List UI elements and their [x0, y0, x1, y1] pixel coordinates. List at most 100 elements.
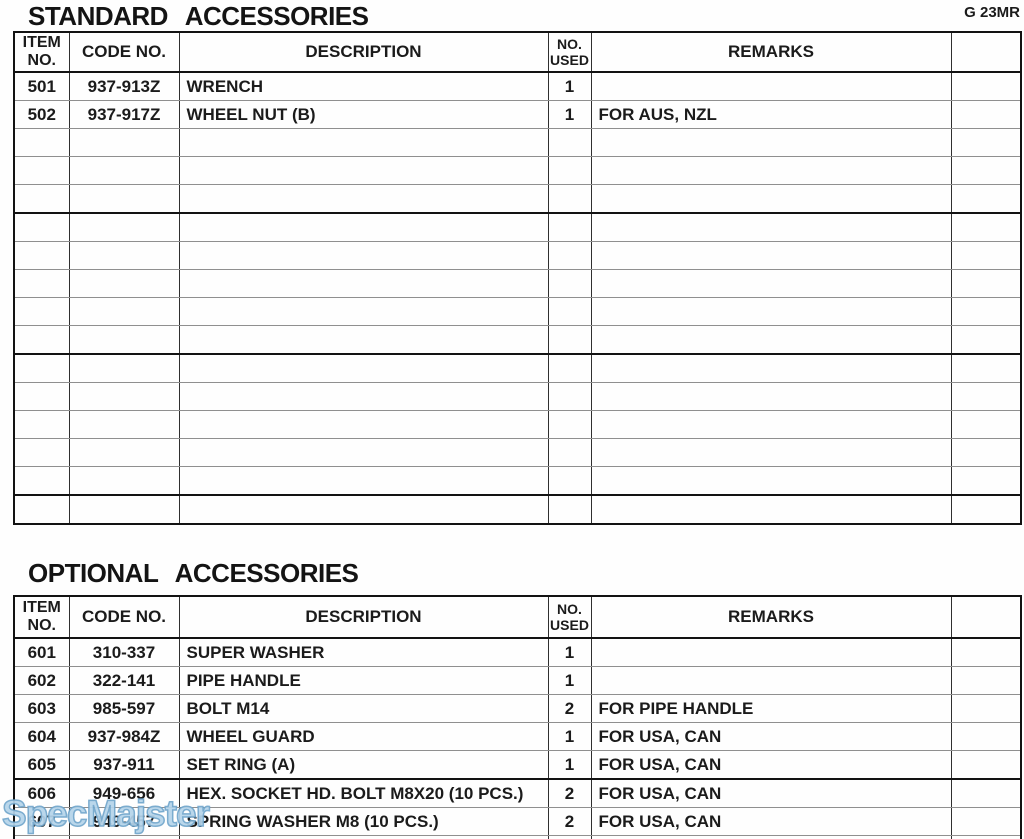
item-no-cell	[13, 184, 70, 214]
description-cell	[178, 297, 549, 326]
extra-cell	[950, 325, 1022, 355]
code-no-cell	[68, 354, 180, 383]
remarks-cell	[590, 72, 952, 101]
description-cell: SUPER WASHER	[178, 638, 549, 667]
table-row: *604 937-984Z WHEEL GUARD 1 FOR USA, CAN	[13, 722, 1022, 751]
remarks-cell	[590, 325, 952, 355]
description-text: SPRING WASHER M8 (10 PCS.)	[186, 811, 439, 831]
description-text: WRENCH	[186, 76, 264, 96]
extra-cell	[950, 410, 1022, 439]
remarks-cell	[590, 638, 952, 667]
description-cell	[178, 354, 549, 383]
extra-cell	[950, 779, 1022, 808]
extra-cell	[950, 156, 1022, 185]
code-no-text: 985-597	[92, 698, 156, 718]
code-no-cell	[68, 495, 180, 525]
item-no-cell: 501	[13, 72, 70, 101]
description-cell	[178, 495, 549, 525]
description-cell	[178, 213, 549, 242]
extra-cell	[950, 694, 1022, 723]
no-used-cell: 1	[547, 750, 592, 780]
code-no-text: 937-913Z	[87, 76, 161, 96]
header-row: ITEM NO. CODE NO. DESCRIPTION NO. USED R…	[13, 32, 1022, 73]
item-no-cell: *604	[13, 722, 70, 751]
no-used-cell	[547, 128, 592, 157]
remarks-cell: FOR PIPE HANDLE	[590, 694, 952, 723]
no-used-cell	[547, 382, 592, 411]
col-header-no-used: NO. USED	[547, 32, 592, 73]
extra-cell	[950, 297, 1022, 326]
no-used-cell: 1	[547, 100, 592, 129]
item-no-cell: *606	[13, 779, 70, 808]
code-no-text: 949-457	[92, 811, 156, 831]
no-used-cell: 2	[547, 807, 592, 836]
code-no-text: 937-911	[93, 754, 155, 774]
no-used-cell	[547, 410, 592, 439]
doc-code: G 23MR	[964, 4, 1020, 21]
empty-table-row	[13, 241, 1022, 270]
code-no-cell	[68, 156, 180, 185]
remarks-text: FOR AUS, NZL	[598, 104, 717, 124]
table-row: 602 322-141 PIPE HANDLE 1	[13, 666, 1022, 695]
empty-table-row	[13, 835, 1022, 839]
code-no-text: 937-917Z	[87, 104, 161, 124]
item-no-cell: 603	[13, 694, 70, 723]
col-header-code-no: CODE NO.	[68, 32, 180, 73]
no-used-cell	[547, 213, 592, 242]
no-used-text: 1	[564, 754, 575, 774]
item-no-cell: *502	[13, 100, 70, 129]
item-no-text: 602	[27, 670, 56, 690]
extra-cell	[950, 269, 1022, 298]
item-no-cell	[13, 835, 70, 839]
empty-table-row	[13, 128, 1022, 157]
no-used-text: 1	[564, 104, 575, 124]
code-no-cell: 310-337	[68, 638, 180, 667]
no-used-cell: 1	[547, 72, 592, 101]
description-cell: HEX. SOCKET HD. BOLT M8X20 (10 PCS.)	[178, 779, 549, 808]
code-no-cell	[68, 438, 180, 467]
empty-table-row	[13, 269, 1022, 298]
remarks-cell	[590, 466, 952, 496]
item-no-cell	[13, 382, 70, 411]
description-cell: BOLT M14	[178, 694, 549, 723]
remarks-cell	[590, 410, 952, 439]
extra-cell	[950, 807, 1022, 836]
remarks-text: FOR USA, CAN	[598, 754, 722, 774]
extra-cell	[950, 835, 1022, 839]
code-no-cell	[68, 128, 180, 157]
item-no-cell	[13, 495, 70, 525]
item-no-text: 601	[27, 642, 56, 662]
description-cell	[178, 835, 549, 839]
no-used-cell	[547, 269, 592, 298]
code-no-cell: 937-984Z	[68, 722, 180, 751]
section-title-optional-accessories: OPTIONAL ACCESSORIES	[28, 558, 359, 588]
empty-table-row	[13, 466, 1022, 496]
extra-cell	[950, 750, 1022, 780]
no-used-text: 2	[564, 811, 575, 831]
col-header-item-no: ITEM NO.	[13, 32, 70, 73]
empty-table-row	[13, 184, 1022, 214]
code-no-cell: 937-911	[68, 750, 180, 780]
no-used-cell	[547, 156, 592, 185]
code-no-text: 937-984Z	[87, 726, 161, 746]
remarks-cell	[590, 156, 952, 185]
remarks-cell	[590, 666, 952, 695]
code-no-cell: 985-597	[68, 694, 180, 723]
item-no-cell	[13, 325, 70, 355]
item-no-text: 603	[27, 698, 56, 718]
extra-cell	[950, 184, 1022, 214]
extra-cell	[950, 241, 1022, 270]
extra-cell	[950, 100, 1022, 129]
item-no-cell	[13, 269, 70, 298]
remarks-cell: FOR AUS, NZL	[590, 100, 952, 129]
table-row: 603 985-597 BOLT M14 2 FOR PIPE HANDLE	[13, 694, 1022, 723]
col-header-no-used: NO. USED	[547, 596, 592, 639]
item-no-cell: 601	[13, 638, 70, 667]
remarks-cell	[590, 213, 952, 242]
no-used-cell	[547, 438, 592, 467]
empty-table-row	[13, 382, 1022, 411]
empty-table-row	[13, 410, 1022, 439]
standard-accessories-table: ITEM NO. CODE NO. DESCRIPTION NO. USED R…	[13, 31, 1022, 525]
empty-table-row	[13, 297, 1022, 326]
